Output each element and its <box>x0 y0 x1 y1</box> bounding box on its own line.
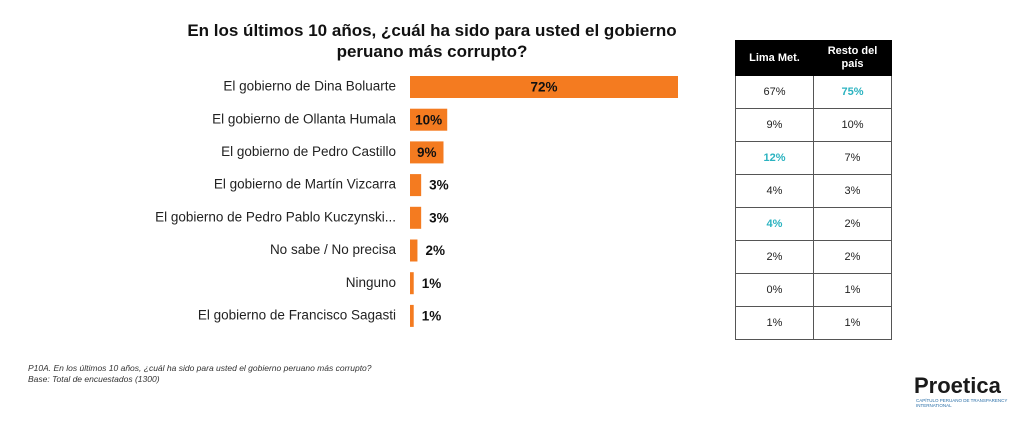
table-header: Lima Met. <box>735 40 814 76</box>
bar <box>410 141 444 164</box>
category-label: El gobierno de Dina Boluarte <box>223 79 396 94</box>
table-row: 1% 1% <box>735 306 892 340</box>
footnote: P10A. En los últimos 10 años, ¿cuál ha s… <box>28 363 372 373</box>
table-cell: 7% <box>813 141 892 175</box>
table-header: Resto del país <box>813 40 892 76</box>
table-cell: 2% <box>813 240 892 274</box>
table-cell: 0% <box>735 273 814 307</box>
table-cell: 3% <box>813 174 892 208</box>
table-row: 9% 10% <box>735 108 892 142</box>
category-label: El gobierno de Francisco Sagasti <box>198 307 396 322</box>
table-row: 4% 2% <box>735 207 892 241</box>
category-label: Ninguno <box>346 275 396 290</box>
value-label: 1% <box>422 276 442 291</box>
table-cell: 12% <box>735 141 814 175</box>
logo-tagline: CAPÍTULO PERUANO DE TRANSPARENCY INTERNA… <box>916 398 1008 408</box>
bar <box>410 239 418 262</box>
table-cell: 2% <box>813 207 892 241</box>
bar <box>410 272 414 295</box>
footnote: Base: Total de encuestados (1300) <box>28 374 160 384</box>
table-cell: 1% <box>813 306 892 340</box>
table-cell: 10% <box>813 108 892 142</box>
table-cell: 2% <box>735 240 814 274</box>
table-cell: 1% <box>735 306 814 340</box>
table-cell: 4% <box>735 207 814 241</box>
logo: Proetica <box>914 373 1001 398</box>
table-cell: 9% <box>735 108 814 142</box>
category-label: No sabe / No precisa <box>270 242 397 257</box>
table-row: 67% 75% <box>735 75 892 109</box>
chart: El gobierno de Dina Boluarte 72% El gobier… <box>155 76 678 327</box>
bar <box>410 206 422 229</box>
value-label: 2% <box>425 243 445 258</box>
bar <box>410 304 414 327</box>
value-label: 9% <box>417 145 437 160</box>
bar <box>410 108 448 131</box>
value-label: 1% <box>422 308 442 323</box>
category-label: El gobierno de Pedro Castillo <box>221 144 396 159</box>
value-label: 3% <box>429 178 449 193</box>
table-cell: 75% <box>813 75 892 109</box>
table-cell: 1% <box>813 273 892 307</box>
table-row: 12% 7% <box>735 141 892 175</box>
bar <box>410 76 678 98</box>
table-cell: 4% <box>735 174 814 208</box>
category-label: El gobierno de Pedro Pablo Kuczynski... <box>155 209 396 224</box>
category-label: El gobierno de Ollanta Humala <box>212 111 396 126</box>
value-label: 72% <box>530 80 557 95</box>
category-label: El gobierno de Martín Vizcarra <box>214 177 397 192</box>
table-row: 2% 2% <box>735 240 892 274</box>
chart-title: En los últimos 10 años, ¿cuál ha sido pa… <box>187 21 677 61</box>
value-label: 3% <box>429 210 449 225</box>
table-row: 4% 3% <box>735 174 892 208</box>
value-label: 10% <box>415 112 442 127</box>
table-cell: 67% <box>735 75 814 109</box>
table-row: 0% 1% <box>735 273 892 307</box>
data-table: Lima Met. Resto del país 67% 75% 9% 10% 12% 7% 4… <box>735 40 892 340</box>
bar <box>410 174 422 197</box>
